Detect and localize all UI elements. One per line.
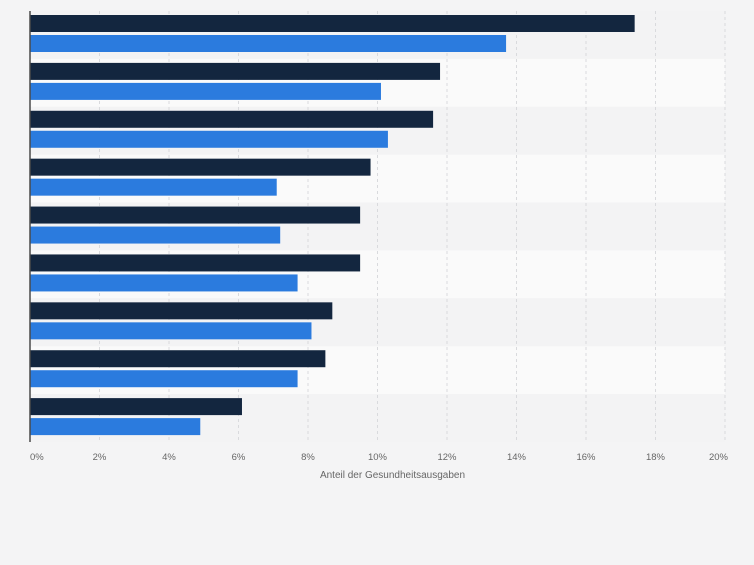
bar-series-1[interactable] [30,206,361,224]
bar-series-2[interactable] [30,418,201,436]
x-tick-label: 4% [162,452,176,463]
x-tick-label: 14% [507,452,527,463]
x-tick-label: 12% [437,452,457,463]
bar-series-1[interactable] [30,15,635,32]
x-tick-label: 10% [368,452,388,463]
bar-series-2[interactable] [30,370,298,388]
bar-series-1[interactable] [30,350,326,368]
x-axis-label: Anteil der Gesundheitsausgaben [320,470,465,481]
bar-series-2[interactable] [30,130,388,148]
bar-series-2[interactable] [30,322,312,340]
bar-series-2[interactable] [30,82,381,100]
bar-series-1[interactable] [30,398,242,416]
bar-series-2[interactable] [30,35,507,52]
bar-series-2[interactable] [30,226,281,244]
x-tick-label: 8% [301,452,315,463]
bar-series-1[interactable] [30,254,361,272]
x-tick-label: 2% [93,452,107,463]
bars [30,15,635,436]
x-tick-label: 0% [30,452,44,463]
bar-series-2[interactable] [30,178,277,196]
bar-series-2[interactable] [30,274,298,292]
x-tick-label: 16% [576,452,596,463]
x-tick-label: 18% [646,452,666,463]
x-tick-label: 20% [709,452,729,463]
bar-series-1[interactable] [30,302,333,320]
bar-series-1[interactable] [30,62,441,80]
x-axis-ticks: 0% 2% 4% 6% 8% 10% 12% 14% 16% 18% 20% [30,452,729,463]
x-tick-label: 6% [232,452,246,463]
bar-series-1[interactable] [30,158,371,176]
bar-series-1[interactable] [30,110,434,128]
